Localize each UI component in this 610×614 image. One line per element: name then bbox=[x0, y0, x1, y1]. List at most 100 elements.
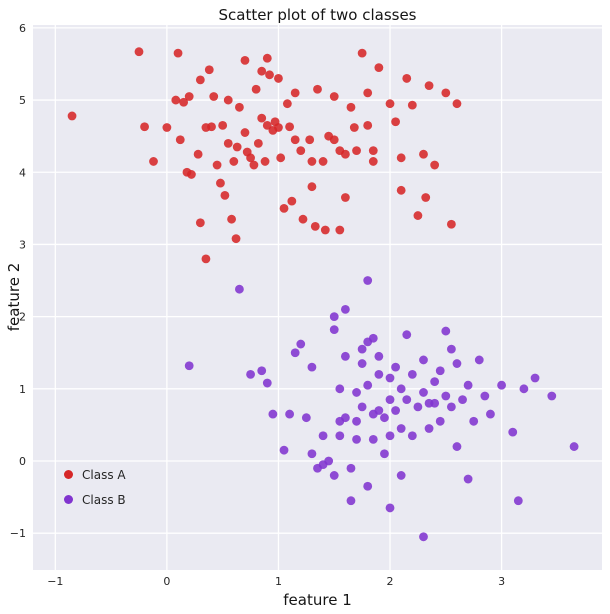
scatter-point-class-b bbox=[530, 373, 540, 383]
scatter-point-class-a bbox=[305, 135, 315, 145]
scatter-point-class-a bbox=[396, 153, 406, 163]
y-tick-label: 5 bbox=[19, 94, 26, 107]
scatter-point-class-a bbox=[220, 190, 230, 200]
scatter-point-class-a bbox=[329, 92, 339, 101]
scatter-point-class-b bbox=[508, 427, 518, 437]
chart-title: Scatter plot of two classes bbox=[218, 6, 417, 24]
scatter-point-class-a bbox=[374, 63, 384, 72]
scatter-point-class-b bbox=[497, 380, 506, 390]
scatter-point-class-b bbox=[346, 496, 356, 506]
scatter-point-class-b bbox=[435, 416, 445, 426]
scatter-point-class-a bbox=[452, 99, 462, 109]
x-axis-label: feature 1 bbox=[283, 591, 352, 609]
scatter-point-class-b bbox=[452, 442, 462, 451]
scatter-point-class-a bbox=[204, 65, 214, 75]
scatter-point-class-b bbox=[335, 431, 345, 441]
scatter-point-class-b bbox=[407, 369, 417, 379]
y-tick-label: 3 bbox=[19, 238, 26, 251]
legend-label-class-b: Class B bbox=[82, 492, 126, 507]
scatter-point-class-a bbox=[290, 88, 300, 98]
scatter-point-class-a bbox=[179, 97, 189, 107]
scatter-point-class-a bbox=[285, 122, 295, 132]
scatter-point-class-a bbox=[149, 157, 158, 166]
scatter-point-class-b bbox=[368, 434, 378, 444]
scatter-point-class-a bbox=[274, 74, 283, 83]
scatter-point-class-b bbox=[352, 434, 361, 444]
legend-item-class-b: Class B bbox=[64, 491, 126, 508]
scatter-point-class-a bbox=[134, 47, 144, 57]
scatter-point-class-b bbox=[380, 449, 389, 459]
scatter-point-class-b bbox=[335, 384, 345, 394]
legend-marker-class-a-icon bbox=[64, 470, 73, 479]
scatter-point-class-a bbox=[357, 48, 367, 58]
scatter-point-class-a bbox=[424, 81, 434, 91]
scatter-point-class-a bbox=[274, 123, 283, 132]
scatter-point-class-a bbox=[218, 120, 228, 130]
scatter-point-class-a bbox=[430, 160, 440, 170]
scatter-point-class-a bbox=[368, 146, 378, 156]
scatter-point-class-b bbox=[363, 481, 373, 491]
scatter-point-class-b bbox=[458, 395, 467, 405]
y-axis-label: feature 2 bbox=[5, 262, 23, 332]
scatter-point-class-b bbox=[446, 344, 456, 354]
scatter-point-class-b bbox=[480, 391, 490, 401]
scatter-point-class-a bbox=[279, 203, 289, 213]
scatter-point-class-a bbox=[162, 123, 172, 132]
scatter-point-class-b bbox=[285, 409, 295, 419]
scatter-point-class-b bbox=[419, 388, 428, 397]
scatter-point-class-a bbox=[260, 157, 270, 166]
scatter-point-class-a bbox=[290, 135, 300, 145]
scatter-point-class-b bbox=[357, 402, 367, 412]
scatter-point-class-b bbox=[246, 369, 255, 379]
scatter-point-class-b bbox=[329, 325, 339, 335]
scatter-point-class-a bbox=[287, 196, 297, 206]
scatter-point-class-a bbox=[441, 88, 451, 98]
scatter-point-class-a bbox=[171, 95, 181, 105]
scatter-point-class-a bbox=[195, 218, 205, 228]
scatter-point-class-b bbox=[486, 409, 495, 419]
x-tick-label: 1 bbox=[275, 575, 282, 588]
scatter-point-class-a bbox=[413, 211, 423, 220]
scatter-point-class-a bbox=[232, 142, 242, 152]
scatter-point-class-a bbox=[363, 120, 373, 130]
scatter-point-class-b bbox=[424, 424, 434, 433]
x-tick-label: 3 bbox=[498, 575, 505, 588]
scatter-point-class-b bbox=[329, 471, 339, 480]
scatter-point-class-a bbox=[446, 219, 456, 229]
scatter-point-class-b bbox=[435, 366, 445, 376]
scatter-point-class-a bbox=[298, 214, 308, 224]
scatter-point-class-b bbox=[402, 330, 412, 340]
scatter-point-class-a bbox=[240, 128, 250, 137]
scatter-point-class-a bbox=[175, 135, 185, 145]
y-tick-label: 6 bbox=[19, 22, 26, 35]
scatter-point-class-b bbox=[257, 366, 267, 376]
scatter-point-class-b bbox=[396, 424, 406, 433]
legend-marker-class-b-icon bbox=[64, 495, 73, 504]
scatter-point-class-b bbox=[324, 456, 334, 466]
scatter-point-class-a bbox=[402, 74, 412, 83]
scatter-point-class-a bbox=[307, 157, 317, 166]
scatter-point-class-a bbox=[249, 160, 259, 170]
scatter-point-class-a bbox=[201, 254, 211, 264]
scatter-point-class-a bbox=[184, 92, 194, 101]
scatter-point-class-a bbox=[223, 138, 233, 148]
scatter-point-class-b bbox=[391, 362, 400, 372]
scatter-point-class-a bbox=[257, 113, 267, 123]
scatter-point-class-a bbox=[396, 185, 406, 195]
scatter-point-class-b bbox=[430, 377, 440, 386]
scatter-point-class-a bbox=[282, 99, 292, 109]
scatter-point-class-a bbox=[385, 99, 395, 109]
scatter-point-class-b bbox=[385, 503, 395, 513]
scatter-point-class-a bbox=[335, 225, 345, 235]
scatter-point-class-a bbox=[421, 193, 431, 202]
scatter-point-class-b bbox=[391, 406, 400, 415]
scatter-point-class-a bbox=[212, 160, 222, 170]
scatter-point-class-b bbox=[396, 471, 406, 480]
scatter-point-class-b bbox=[519, 384, 529, 394]
scatter-point-class-a bbox=[296, 146, 306, 156]
scatter-point-class-b bbox=[262, 378, 272, 388]
legend-label-class-a: Class A bbox=[82, 467, 126, 482]
scatter-point-class-b bbox=[547, 391, 557, 401]
scatter-point-class-b bbox=[352, 416, 361, 426]
